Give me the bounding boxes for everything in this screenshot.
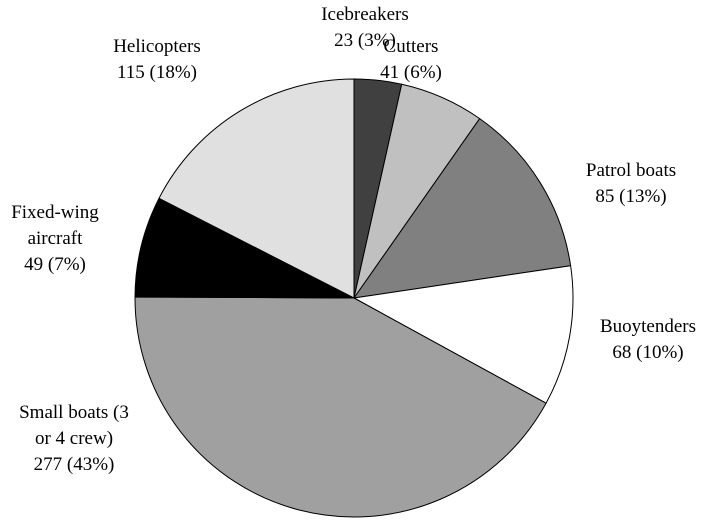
category-label: Helicopters (113, 36, 201, 57)
category-label: Icebreakers (321, 4, 409, 25)
pie-slice (352, 265, 574, 404)
category-label: Patrol boats (585, 160, 677, 181)
value-label: 85 (13%) (595, 186, 667, 207)
value-label: 23 (3%) (334, 30, 396, 51)
pie-slice (134, 296, 547, 518)
slice-label: Patrol boats 85 (13%) (551, 158, 711, 210)
category-label: Small boats (3 or 4 crew) (19, 402, 129, 449)
slice-label: Fixed-wing aircraft 49 (7%) (3, 200, 108, 278)
category-label: Cutters (383, 36, 439, 57)
slice-label: Cutters 41 (6%) (351, 34, 471, 86)
category-label: Fixed-wing aircraft (11, 202, 99, 249)
slice-label: Helicopters 115 (18%) (87, 34, 227, 86)
slice-label: Icebreakers 23 (3%) (295, 2, 435, 54)
pie-slice (352, 117, 572, 299)
value-label: 49 (7%) (24, 254, 86, 275)
category-label: Buoytenders (599, 316, 697, 337)
value-label: 41 (6%) (380, 62, 442, 83)
value-label: 277 (43%) (33, 454, 115, 475)
pie-slice (134, 197, 355, 299)
slice-label: Buoytenders 68 (10%) (568, 314, 716, 366)
value-label: 115 (18%) (116, 62, 198, 83)
value-label: 68 (10%) (612, 342, 684, 363)
slice-label: Small boats (3 or 4 crew) 277 (43%) (9, 400, 139, 478)
pie-slice (158, 78, 355, 299)
